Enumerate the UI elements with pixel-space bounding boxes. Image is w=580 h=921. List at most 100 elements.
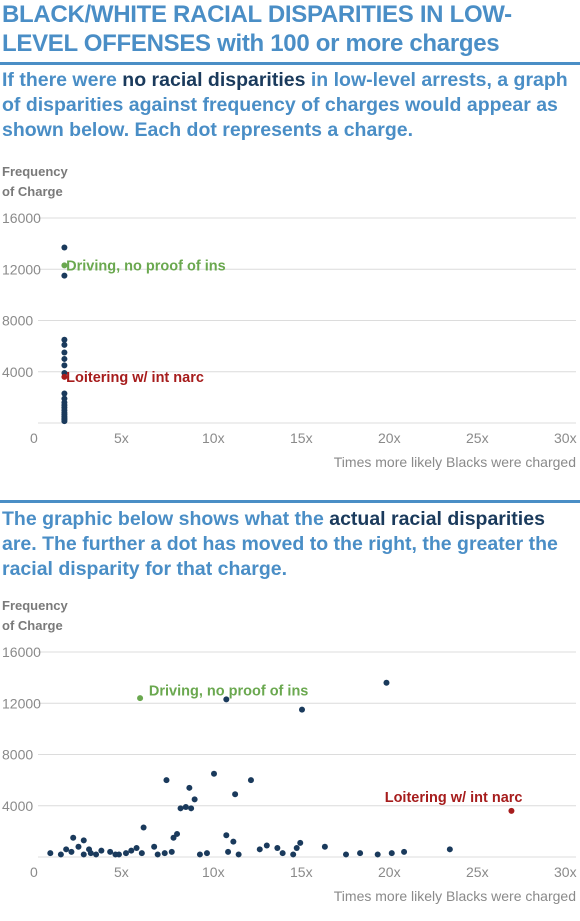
data-point	[174, 830, 181, 837]
x-axis-title: Times more likely Blacks were charged	[334, 454, 576, 470]
data-point	[128, 847, 135, 854]
data-point	[61, 418, 68, 425]
data-point	[61, 373, 68, 380]
annotation-label: Loitering w/ int narc	[385, 790, 523, 806]
data-point	[188, 805, 195, 812]
data-point	[374, 851, 381, 858]
y-axis-title-line: Frequency	[2, 164, 69, 179]
data-point	[112, 851, 119, 858]
data-point	[383, 679, 390, 686]
data-point	[123, 850, 129, 857]
y-tick-label: 8000	[2, 313, 33, 329]
intro-text-1: If there were no racial disparities in l…	[2, 69, 568, 141]
data-point	[61, 362, 68, 369]
data-point	[154, 851, 161, 858]
data-point	[256, 846, 263, 853]
data-point	[182, 804, 189, 811]
data-point	[151, 843, 158, 850]
data-point	[293, 845, 300, 852]
data-point	[140, 824, 147, 831]
annotation-label: Driving, no proof of ins	[66, 258, 226, 274]
data-point	[70, 834, 77, 841]
y-axis-title-line: of Charge	[2, 618, 63, 633]
data-point	[93, 851, 100, 858]
data-point	[388, 850, 395, 857]
y-tick-label: 8000	[2, 747, 33, 763]
data-point	[211, 770, 217, 777]
data-point	[61, 272, 68, 279]
data-point	[279, 850, 286, 857]
data-point	[223, 696, 230, 703]
data-point	[61, 349, 68, 356]
x-tick-label: 5x	[114, 430, 129, 446]
data-point	[186, 784, 193, 791]
data-point	[401, 848, 408, 855]
data-point	[196, 851, 203, 858]
data-point	[47, 850, 54, 857]
data-point	[232, 791, 239, 798]
y-axis-title-line: Frequency	[2, 598, 69, 613]
data-point	[75, 843, 82, 850]
data-point	[177, 805, 184, 812]
data-point	[98, 847, 105, 854]
y-tick-label: 4000	[2, 798, 33, 814]
data-point	[138, 850, 145, 857]
data-point	[290, 851, 297, 858]
data-point	[247, 777, 254, 784]
data-point	[170, 834, 177, 841]
x-tick-label: 25x	[466, 864, 489, 880]
data-point	[86, 846, 93, 853]
data-point	[133, 845, 140, 852]
data-point	[343, 851, 349, 858]
x-axis-title: Times more likely Blacks were charged	[334, 888, 576, 904]
annotation-label: Loitering w/ int narc	[66, 370, 204, 386]
data-point	[223, 832, 230, 839]
data-point	[68, 848, 75, 855]
data-point	[61, 336, 68, 343]
x-tick-label: 30x	[554, 864, 577, 880]
data-point	[235, 851, 242, 858]
data-point	[61, 355, 68, 362]
data-point	[57, 851, 64, 858]
y-tick-label: 4000	[2, 364, 33, 380]
data-point	[107, 848, 114, 855]
data-point	[297, 839, 304, 846]
data-point	[61, 390, 68, 397]
x-tick-label: 0	[30, 430, 38, 446]
x-tick-label: 20x	[378, 430, 401, 446]
data-point	[508, 807, 515, 814]
data-point	[161, 850, 168, 857]
x-tick-label: 20x	[378, 864, 401, 880]
data-point	[168, 848, 175, 855]
y-tick-label: 16000	[2, 644, 41, 660]
y-tick-label: 12000	[2, 261, 41, 277]
x-tick-label: 10x	[202, 430, 225, 446]
data-point	[321, 843, 328, 850]
data-point	[137, 695, 144, 702]
data-point	[61, 341, 68, 348]
data-point	[225, 848, 232, 855]
data-point	[61, 244, 68, 251]
data-point	[63, 846, 70, 853]
data-point	[263, 842, 270, 849]
data-point	[299, 706, 305, 713]
y-tick-label: 16000	[2, 210, 41, 226]
data-point	[203, 850, 210, 857]
x-tick-label: 25x	[466, 430, 489, 446]
scatter-chart-actual-disparity: Frequency of Charge 4000 8000 12000 16000 0 5x 1…	[2, 598, 577, 904]
x-tick-label: 0	[30, 864, 38, 880]
scatter-chart-no-disparity: Frequency of Charge 4000 8000 12000 16000 0 5x 1…	[2, 164, 577, 470]
data-point	[80, 837, 87, 844]
data-point	[191, 796, 198, 803]
data-point	[80, 851, 87, 858]
data-point	[446, 846, 453, 853]
x-tick-label: 15x	[290, 430, 313, 446]
x-tick-label: 15x	[290, 864, 313, 880]
data-point	[357, 850, 364, 857]
annotation-label: Driving, no proof of ins	[149, 683, 309, 699]
data-point	[163, 777, 170, 784]
x-tick-label: 30x	[554, 430, 577, 446]
chart-title: BLACK/WHITE RACIAL DISPARITIES IN LOW-LE…	[2, 1, 512, 57]
x-tick-label: 10x	[202, 864, 225, 880]
divider-top	[0, 62, 580, 65]
